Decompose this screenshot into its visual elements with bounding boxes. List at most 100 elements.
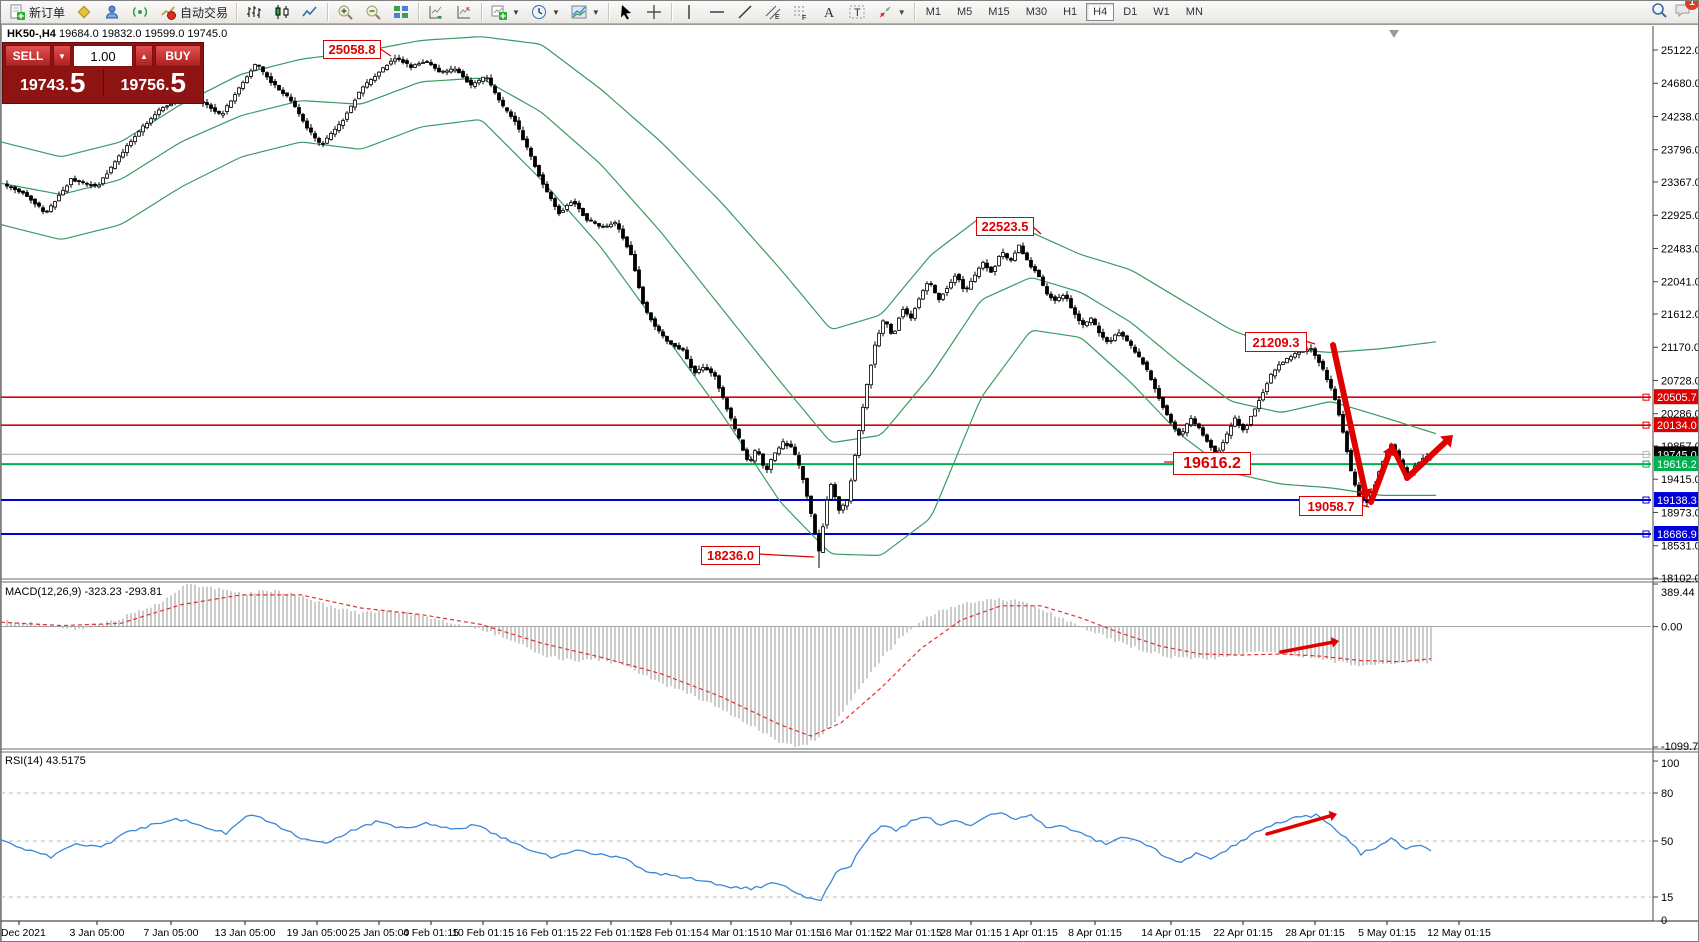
new-order-button[interactable]: 新订单: [3, 1, 70, 23]
one-click-trading-panel: SELL ▼ 1.00 ▲ BUY 19743. 5 19756. 5: [2, 42, 204, 104]
time-axis-label: 22 Apr 01:15: [1213, 927, 1273, 939]
time-axis-label: 5 May 01:15: [1358, 927, 1416, 939]
zoom-out-icon: [366, 5, 381, 20]
arrows-icon: [879, 6, 891, 18]
timeframe-m5-button[interactable]: M5: [957, 6, 973, 18]
bar-chart-button[interactable]: [240, 1, 268, 23]
price-annotation[interactable]: 22523.5: [976, 217, 1034, 236]
zoom-in-icon: [338, 5, 353, 20]
timeframe-mn-button[interactable]: MN: [1185, 6, 1203, 18]
fibo-icon: F: [793, 6, 806, 21]
svg-text:18973.0: 18973.0: [1661, 507, 1699, 519]
time-axis-label: 7 Jan 05:00: [144, 927, 199, 939]
chevron-down-icon: ▼: [591, 7, 600, 17]
svg-text:23796.0: 23796.0: [1661, 145, 1699, 157]
timeframe-m15-button[interactable]: M15: [988, 6, 1010, 18]
chart-dn-icon: [429, 6, 443, 19]
line-chart-button[interactable]: [296, 1, 324, 23]
search-icon[interactable]: [1650, 1, 1668, 24]
time-axis-label: 8 Apr 01:15: [1068, 927, 1122, 939]
candlestick-chart-button[interactable]: [268, 1, 296, 23]
auto-trading-button-label: 自动交易: [180, 5, 229, 20]
text-button[interactable]: A: [815, 1, 843, 23]
cursor-icon: [620, 5, 631, 20]
svg-text:24680.0: 24680.0: [1661, 78, 1699, 90]
notification-badge: 1: [1685, 1, 1698, 10]
new-order-button-label: 新订单: [29, 5, 66, 20]
time-axis-label: 16 Mar 01:15: [820, 927, 882, 939]
toolbar-separator: [236, 3, 238, 21]
chart-shift-button[interactable]: [450, 1, 478, 23]
timeframe-w1-button[interactable]: W1: [1153, 6, 1170, 18]
text-label-button[interactable]: T: [843, 1, 871, 23]
textT-icon: T: [849, 5, 865, 19]
equidistant-channel-button[interactable]: E: [759, 1, 787, 23]
hline-icon: [709, 11, 724, 13]
chart-svg[interactable]: 20505.720134.019745.019616.219138.318686…: [1, 24, 1699, 942]
timeframe-m1-button[interactable]: M1: [925, 6, 941, 18]
time-axis-label: 8 Dec 2021: [1, 927, 46, 939]
fibonacci-button[interactable]: F: [787, 1, 815, 23]
arrows-button[interactable]: ▼: [871, 1, 911, 23]
cursor-button[interactable]: [612, 1, 640, 23]
sell-button[interactable]: SELL: [5, 45, 51, 67]
crosshair-button[interactable]: [640, 1, 668, 23]
svg-text:19415.0: 19415.0: [1661, 474, 1699, 486]
svg-text:E: E: [775, 14, 780, 21]
timeframe-m30-button[interactable]: M30: [1025, 6, 1048, 18]
price-annotation[interactable]: 25058.8: [323, 40, 381, 59]
timeframe-h4-button[interactable]: H4: [1086, 3, 1115, 21]
time-axis-label: 22 Feb 01:15: [580, 927, 642, 939]
buy-price[interactable]: 19756. 5: [120, 67, 186, 98]
zoom-in-button[interactable]: [331, 1, 359, 23]
main-toolbar: 新订单 自动交易 ▼ ▼ ▼ E F A T ▼ M1 M5 M15 M30 H1 H4 D1 W1 MN 1: [1, 1, 1698, 24]
zoom-out-button[interactable]: [359, 1, 387, 23]
profile-button[interactable]: [98, 1, 126, 23]
chart-window-button[interactable]: [70, 1, 98, 23]
price-annotation[interactable]: 19058.7: [1299, 496, 1363, 516]
templates-button[interactable]: ▼: [565, 1, 605, 23]
time-axis-label: 28 Feb 01:15: [640, 927, 702, 939]
svg-text:A: A: [824, 6, 835, 21]
time-axis-label: 1 Apr 01:15: [1004, 927, 1058, 939]
channel-icon: E: [765, 5, 781, 21]
svg-text:22041.0: 22041.0: [1661, 277, 1699, 289]
diamond-icon: [77, 5, 91, 19]
price-annotation[interactable]: 19616.2: [1173, 452, 1251, 475]
svg-text:19616.2: 19616.2: [1657, 459, 1697, 471]
sell-price[interactable]: 19743. 5: [19, 67, 86, 98]
volume-down-button[interactable]: ▼: [53, 45, 71, 67]
tile-windows-button[interactable]: [387, 1, 415, 23]
volume-field[interactable]: 1.00: [73, 45, 133, 67]
svg-text:21170.0: 21170.0: [1661, 342, 1699, 354]
price-annotation[interactable]: 21209.3: [1245, 332, 1307, 352]
svg-text:22483.0: 22483.0: [1661, 243, 1699, 255]
signals-button[interactable]: [126, 1, 154, 23]
trendline-button[interactable]: [731, 1, 759, 23]
volume-up-button[interactable]: ▲: [135, 45, 153, 67]
timeframe-d1-button[interactable]: D1: [1123, 6, 1138, 18]
svg-text:-1099.78: -1099.78: [1661, 741, 1699, 753]
svg-text:19857.0: 19857.0: [1661, 441, 1699, 453]
time-axis-label: 3 Jan 05:00: [70, 927, 125, 939]
time-axis-label: 25 Jan 05:00: [349, 927, 410, 939]
svg-text:100: 100: [1661, 758, 1679, 770]
new-chart-button[interactable]: ▼: [485, 1, 525, 23]
svg-text:22925.0: 22925.0: [1661, 210, 1699, 222]
timeframe-h1-button[interactable]: H1: [1063, 6, 1078, 18]
chart-canvas[interactable]: 20505.7 20134.0 19745.0 19616.2 19138.3 18686…: [1, 24, 1699, 942]
auto-scroll-button[interactable]: [422, 1, 450, 23]
horizontal-line-button[interactable]: [703, 1, 731, 23]
template-icon: [571, 5, 587, 19]
vertical-line-button[interactable]: [675, 1, 703, 23]
textA-icon: A: [824, 6, 835, 21]
periods-button[interactable]: ▼: [525, 1, 565, 23]
chat-icon[interactable]: 1: [1674, 1, 1698, 24]
price-annotation[interactable]: 18236.0: [701, 546, 760, 565]
svg-text:19138.3: 19138.3: [1657, 495, 1697, 507]
buy-button[interactable]: BUY: [155, 45, 201, 67]
auto-trading-button[interactable]: 自动交易: [154, 1, 233, 23]
svg-text:15: 15: [1661, 892, 1673, 904]
clock-icon: [531, 5, 546, 19]
